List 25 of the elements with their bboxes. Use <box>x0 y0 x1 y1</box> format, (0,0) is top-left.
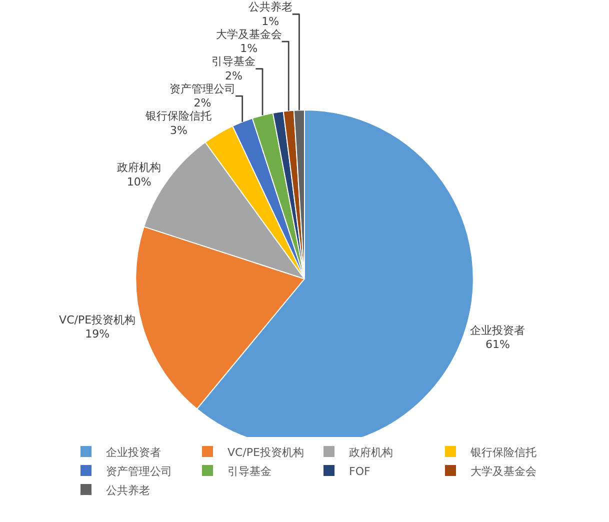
data-label: 2% <box>224 69 242 82</box>
slice-label: VC/PE投资机构 <box>59 313 136 326</box>
data-label: 1% <box>262 14 280 28</box>
slice-label: 公共养老 <box>248 0 292 14</box>
slice-label: 引导基金 <box>212 55 256 68</box>
slice-label: 企业投资者 <box>470 324 526 337</box>
legend-label: 银行保险信托 <box>470 446 536 459</box>
data-label: 1% <box>240 42 258 56</box>
legend-label: 资产管理公司 <box>106 464 172 478</box>
data-label: 61% <box>485 338 510 352</box>
data-label: 10% <box>126 176 152 189</box>
data-label: 19% <box>85 328 110 341</box>
legend-label: 引导基金 <box>228 464 272 478</box>
slice-label: 资产管理公司 <box>170 82 236 96</box>
legend-label: 企业投资者 <box>106 446 161 459</box>
slice-label: 大学及基金会 <box>216 28 282 41</box>
slice-label: 银行保险信托 <box>144 110 212 123</box>
legend-label: FOF <box>349 464 370 478</box>
data-label: 3% <box>170 124 188 138</box>
slice-label: 政府机构 <box>117 161 162 174</box>
legend-label: VC/PE投资机构 <box>228 446 304 459</box>
legend-label: 公共养老 <box>106 484 150 497</box>
legend-label: 政府机构 <box>349 446 393 459</box>
data-label: 2% <box>194 96 212 110</box>
legend-label: 大学及基金会 <box>470 464 536 478</box>
